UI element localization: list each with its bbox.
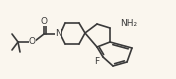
Text: O: O (40, 17, 48, 26)
Text: NH₂: NH₂ (120, 18, 137, 27)
Text: N: N (55, 29, 61, 38)
Text: F: F (95, 58, 100, 67)
Text: O: O (29, 38, 36, 47)
